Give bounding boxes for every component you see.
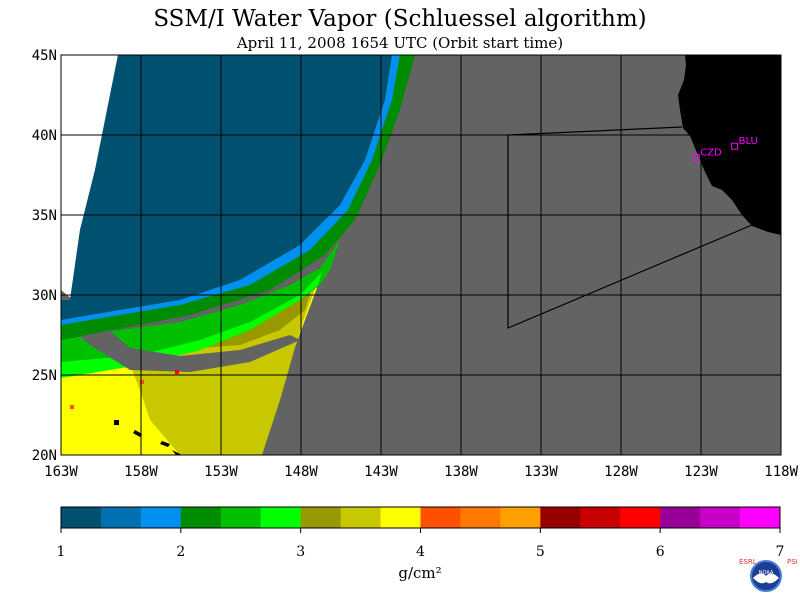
unobserved-area bbox=[61, 55, 118, 300]
noaa-gull-shape bbox=[753, 573, 779, 584]
colorbar-swatch bbox=[700, 507, 741, 528]
colorbar-swatch bbox=[420, 507, 461, 528]
station-label: CZD bbox=[700, 147, 722, 158]
colorbar-tick-label: 6 bbox=[655, 544, 665, 560]
latitude-label: 35N bbox=[32, 208, 57, 224]
moisture-band-light-green bbox=[61, 272, 322, 378]
island bbox=[133, 430, 142, 437]
colorbar-frame bbox=[60, 506, 781, 529]
longitude-label: 138W bbox=[444, 464, 478, 480]
island bbox=[160, 441, 170, 447]
noaa-esrl-psd-logo: ESRL NOAA PSD bbox=[739, 558, 797, 592]
longitude-label: 133W bbox=[524, 464, 558, 480]
moisture-band-green bbox=[61, 240, 340, 375]
colorbar-swatch bbox=[340, 507, 382, 528]
colorbar-tick-label: 3 bbox=[296, 544, 306, 560]
logo-right-text: PSD bbox=[787, 558, 797, 566]
station-markers: CZD BLU bbox=[692, 136, 758, 161]
colorbar-swatch bbox=[61, 507, 102, 528]
longitude-label: 118W bbox=[764, 464, 798, 480]
latitude-label: 30N bbox=[32, 288, 57, 304]
plot-frame bbox=[60, 54, 782, 456]
lat-lon-grid bbox=[61, 55, 781, 455]
colorbar-swatch bbox=[540, 507, 581, 528]
moisture-band-dark-olive bbox=[200, 278, 315, 348]
latitude-label: 45N bbox=[32, 48, 57, 64]
colorbar-swatch bbox=[620, 507, 661, 528]
latitude-label: 25N bbox=[32, 368, 57, 384]
colorbar-swatch bbox=[300, 507, 342, 528]
island bbox=[114, 420, 119, 425]
colorbar-swatch bbox=[140, 507, 182, 528]
colorbar-tick-label: 7 bbox=[775, 544, 785, 560]
colorbar-swatch bbox=[660, 507, 701, 528]
colorbar-tick-label: 2 bbox=[176, 544, 186, 560]
island bbox=[172, 450, 182, 455]
colorbar-tick-label: 4 bbox=[416, 544, 425, 560]
colorbar-swatch bbox=[220, 507, 262, 528]
colorbar-swatch bbox=[100, 507, 142, 528]
logo-left-text: ESRL bbox=[739, 558, 757, 566]
map-subtitle: April 11, 2008 1654 UTC (Orbit start tim… bbox=[236, 34, 564, 52]
station-label: BLU bbox=[739, 136, 758, 147]
longitude-label: 148W bbox=[284, 464, 318, 480]
high-vapor-speck bbox=[70, 405, 74, 409]
high-vapor-speck bbox=[175, 370, 179, 374]
station-marker bbox=[731, 142, 739, 150]
longitude-label: 123W bbox=[684, 464, 718, 480]
station-marker bbox=[692, 153, 700, 161]
colorbar-tick-label: 5 bbox=[535, 544, 545, 560]
colorbar-swatch bbox=[260, 507, 302, 528]
longitude-label: 143W bbox=[364, 464, 398, 480]
latitude-label: 20N bbox=[32, 448, 57, 464]
colorbar-swatch bbox=[580, 507, 621, 528]
swath-data bbox=[61, 55, 781, 455]
colorbar bbox=[60, 507, 781, 533]
longitude-label: 128W bbox=[604, 464, 638, 480]
colorbar-swatch bbox=[740, 507, 781, 528]
swath-gap bbox=[61, 290, 300, 372]
colorbar-swatch bbox=[500, 507, 541, 528]
colorbar-swatch bbox=[380, 507, 421, 528]
logo-center-text: NOAA bbox=[759, 570, 774, 576]
longitude-label: 163W bbox=[44, 464, 78, 480]
colorbar-units-label: g/cm² bbox=[398, 564, 442, 582]
colorbar-tick-label: 1 bbox=[56, 544, 66, 560]
flight-track bbox=[507, 135, 753, 329]
north-america-landmass bbox=[678, 55, 781, 235]
colorbar-swatch bbox=[180, 507, 222, 528]
dry-region-blue bbox=[61, 55, 392, 320]
latitude-label: 40N bbox=[32, 128, 57, 144]
longitude-label: 158W bbox=[124, 464, 158, 480]
colorbar-swatch bbox=[460, 507, 501, 528]
high-vapor-speck bbox=[140, 380, 144, 384]
longitude-label: 153W bbox=[204, 464, 238, 480]
map-title: SSM/I Water Vapor (Schluessel algorithm) bbox=[153, 6, 647, 32]
flight-track bbox=[507, 126, 683, 136]
